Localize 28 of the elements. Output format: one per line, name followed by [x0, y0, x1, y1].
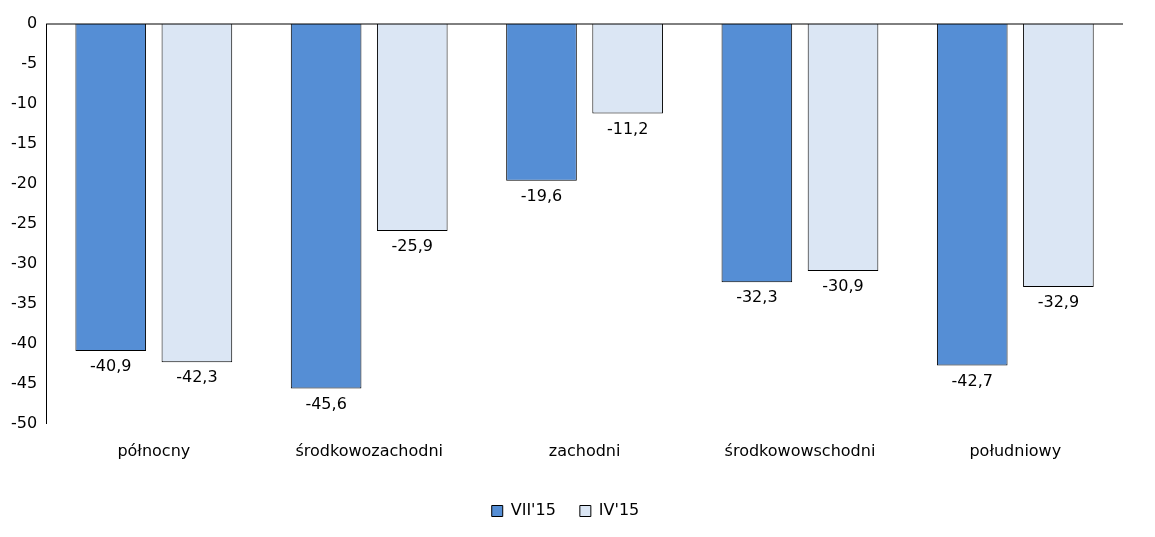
x-tick-label: północny [117, 440, 191, 460]
y-tick-label: -5 [21, 53, 38, 73]
data-label: -42,7 [951, 370, 993, 390]
y-tick-label: -30 [10, 253, 38, 273]
y-tick-label: -40 [10, 333, 38, 352]
data-label: -30,9 [822, 276, 864, 296]
data-label: -32,3 [736, 287, 778, 307]
y-tick-label: -10 [10, 93, 38, 113]
y-tick-label: -50 [10, 412, 38, 432]
data-label: -42,3 [176, 367, 218, 387]
data-label: -25,9 [391, 236, 433, 256]
x-tick-label: południowy [969, 440, 1062, 460]
data-label: -19,6 [520, 185, 563, 205]
y-tick-label: -45 [10, 372, 38, 392]
y-tick-label: -20 [10, 173, 38, 193]
legend-label: IV'15 [598, 500, 640, 520]
data-label: -45,6 [305, 393, 347, 413]
y-tick-label: 0 [26, 13, 38, 33]
legend-label: VII'15 [510, 500, 556, 520]
x-tick-label: środkowowschodni [724, 440, 876, 460]
data-label: -32,9 [1037, 292, 1080, 312]
y-tick-label: -15 [10, 133, 38, 153]
data-label: -40,9 [90, 356, 132, 376]
x-tick-label: środkowozachodni [295, 440, 443, 460]
x-tick-label: zachodni [548, 440, 621, 460]
y-tick-label: -25 [10, 213, 38, 233]
data-label: -11,2 [606, 118, 649, 138]
y-tick-label: -35 [10, 293, 38, 313]
